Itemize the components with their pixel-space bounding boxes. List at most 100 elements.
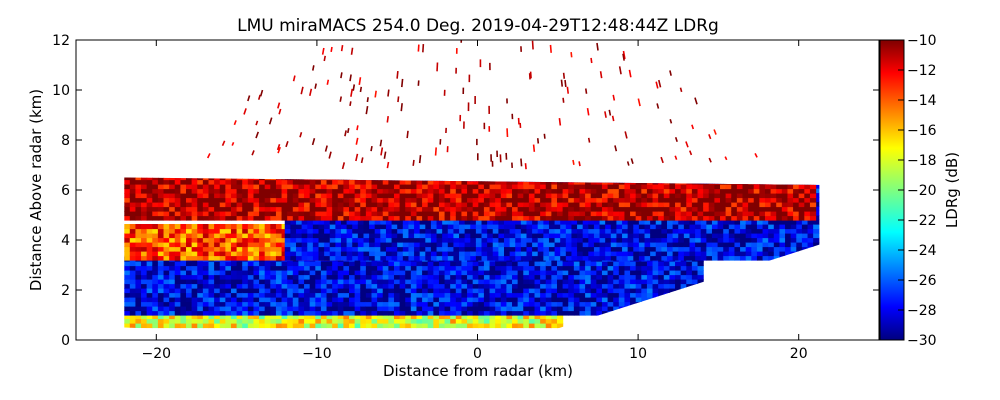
ldr-cell: [416, 314, 423, 320]
ldr-cell: [236, 255, 243, 261]
ldr-cell: [281, 261, 288, 267]
ldr-cell: [365, 318, 373, 324]
ldr-cell: [742, 202, 749, 208]
ldr-cell: [335, 242, 342, 248]
ldr-cell: [135, 265, 142, 271]
ldr-cell: [489, 215, 496, 221]
ldr-cell: [483, 265, 491, 271]
ldr-cell: [582, 233, 589, 239]
ldr-cell: [287, 310, 294, 316]
ldr-cell: [391, 219, 398, 225]
ldr-cell: [528, 206, 536, 212]
ldr-cell: [315, 310, 322, 316]
ldr-cell: [393, 279, 401, 285]
ldr-cell: [141, 211, 148, 217]
ldr-cell: [425, 251, 432, 257]
ldr-cell: [152, 297, 159, 303]
ldr-cell: [450, 265, 457, 271]
ldr-cell: [307, 242, 314, 248]
ldr-cell: [320, 314, 328, 320]
ldr-cell: [554, 228, 561, 234]
ldr-cell: [259, 261, 266, 267]
ldr-cell: [320, 270, 328, 276]
ldr-cell: [551, 297, 558, 303]
ldr-cell: [607, 188, 614, 194]
ldr-cell: [689, 237, 696, 243]
ldr-cell: [180, 297, 187, 303]
ldr-cell: [751, 237, 758, 243]
ldr-cell: [326, 279, 333, 285]
ldr-cell: [129, 318, 137, 324]
ldr-cell: [360, 301, 367, 307]
ldr-cell: [450, 211, 457, 217]
ldr-cell: [579, 184, 586, 190]
ldr-cell: [500, 301, 508, 307]
ldr-cell: [638, 228, 646, 234]
ldr-cell: [298, 215, 305, 221]
ldr-cell: [708, 215, 715, 221]
ldr-cell: [270, 193, 277, 199]
ldr-cell: [304, 193, 311, 199]
ldr-cell: [551, 211, 558, 217]
ldr-cell: [582, 251, 589, 257]
ldr-cell: [568, 270, 575, 276]
ldr-cell: [410, 184, 418, 190]
ldr-cell: [517, 184, 524, 190]
ldr-cell: [590, 202, 597, 208]
ldr-cell: [756, 251, 764, 257]
ldr-cell: [371, 292, 378, 298]
ldr-cell: [500, 292, 508, 298]
ldr-cell: [807, 228, 814, 234]
ldr-cell: [556, 206, 564, 212]
ldr-cell: [247, 310, 255, 316]
ldr-cell: [152, 211, 159, 217]
ldr-cell: [146, 233, 153, 239]
ldr-cell: [663, 283, 671, 289]
ldr-cell: [461, 297, 468, 303]
ldr-cell: [801, 237, 809, 243]
ldr-cell: [779, 246, 786, 252]
ldr-cell: [186, 233, 193, 239]
ldr-cell: [658, 211, 665, 217]
ldr-cell: [320, 211, 328, 217]
ldr-cell: [157, 197, 165, 203]
ldr-cell: [593, 219, 601, 225]
ldr-cell: [380, 242, 387, 248]
ldr-cell: [304, 274, 311, 280]
ldr-cell: [405, 310, 412, 316]
ldr-cell: [230, 177, 238, 181]
ldr-cell: [335, 237, 342, 243]
ldr-cell: [459, 251, 466, 257]
ldr-cell: [416, 310, 423, 316]
ldr-cell: [202, 224, 210, 230]
ldr-cell: [483, 215, 491, 221]
ldr-cell: [242, 297, 249, 303]
ldr-cell: [523, 323, 530, 329]
ldr-cell: [751, 224, 758, 230]
ldr-cell: [186, 237, 193, 243]
ldr-cell: [590, 274, 597, 280]
ldr-cell: [641, 188, 648, 194]
ldr-cell: [163, 211, 170, 217]
ldr-cell: [646, 274, 654, 280]
ldr-cell: [135, 270, 142, 276]
ldr-cell: [202, 274, 210, 280]
ldr-cell: [281, 206, 288, 212]
ldr-cell: [208, 188, 215, 194]
ldr-cell: [281, 297, 288, 303]
ldr-cell: [191, 270, 198, 276]
ldr-cell: [683, 237, 691, 243]
ldr-cell: [495, 297, 502, 303]
ldr-cell: [622, 242, 629, 248]
ldr-cell: [186, 265, 193, 271]
ldr-cell: [607, 206, 614, 212]
ldr-cell: [152, 283, 159, 289]
ldr-cell: [616, 251, 623, 257]
ldr-cell: [697, 188, 704, 194]
ldr-cell: [230, 224, 238, 230]
ldr-cell: [751, 233, 758, 239]
ldr-cell: [163, 261, 170, 267]
ldr-cell: [281, 246, 288, 252]
ldr-cell: [517, 206, 524, 212]
ldr-cell: [393, 211, 401, 217]
